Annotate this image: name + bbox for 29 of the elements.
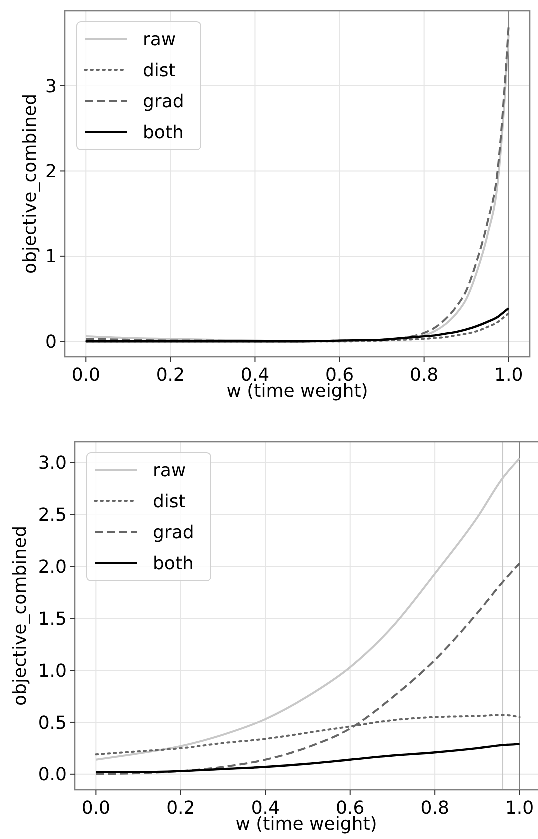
y-tick-label: 3: [46, 76, 57, 98]
legend-label: dist: [143, 60, 176, 82]
legend-label: grad: [143, 91, 184, 112]
y-tick-label: 1.5: [38, 608, 67, 630]
legend-label: dist: [153, 491, 186, 512]
y-tick-label: 0.5: [38, 712, 67, 734]
x-tick-label: 1.0: [506, 798, 534, 819]
y-tick-label: 2.5: [38, 505, 67, 526]
legend-label: both: [143, 122, 184, 144]
y-tick-label: 3.0: [38, 453, 67, 474]
y-tick-label: 1: [46, 246, 57, 268]
x-tick-label: 0.0: [72, 365, 100, 386]
x-tick-label: 0.0: [82, 798, 110, 819]
x-tick-label: 0.8: [410, 365, 439, 386]
y-tick-label: 2: [46, 162, 57, 183]
x-tick-label: 0.2: [166, 798, 196, 819]
x-tick-label: 0.2: [156, 365, 185, 386]
legend-label: both: [153, 553, 194, 574]
x-tick-label: 1.0: [494, 365, 524, 386]
legend-label: raw: [143, 29, 176, 50]
x-tick-label: 0.8: [420, 798, 450, 819]
y-tick-label: 0: [46, 332, 57, 353]
y-axis-title: objective_combined: [20, 94, 41, 274]
y-tick-label: 0.0: [38, 764, 67, 786]
legend-label: raw: [153, 460, 186, 482]
y-tick-label: 1.0: [38, 660, 67, 682]
y-tick-label: 2.0: [38, 556, 67, 578]
legend-label: grad: [153, 522, 194, 544]
y-axis-title: objective_combined: [10, 526, 31, 706]
